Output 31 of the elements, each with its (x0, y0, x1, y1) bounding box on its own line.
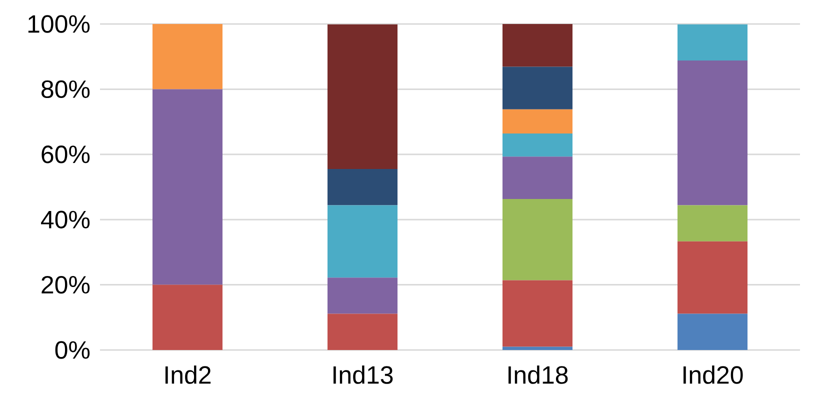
y-tick-label: 80% (42, 80, 90, 98)
x-tick-label: Ind20 (684, 366, 743, 384)
x-tick-label: Ind13 (334, 366, 393, 384)
y-tick-label: 20% (42, 276, 90, 294)
bar (678, 314, 748, 350)
bar (678, 241, 748, 314)
bar (328, 278, 398, 314)
y-tick-label: 0% (55, 341, 90, 359)
bar (152, 89, 223, 285)
bar (502, 134, 572, 157)
bar (502, 199, 572, 280)
bar (328, 314, 398, 350)
bar (328, 24, 398, 170)
x-tick-label: Ind2 (165, 366, 211, 384)
bar (328, 205, 398, 278)
x-tick-label: Ind18 (508, 366, 568, 384)
bar (678, 60, 748, 206)
y-tick-label: 60% (42, 146, 90, 164)
bar (502, 346, 572, 350)
bar (678, 205, 748, 242)
bar (328, 169, 398, 206)
bar (502, 109, 572, 134)
bar (152, 24, 223, 90)
bar (502, 66, 572, 110)
bar (502, 280, 572, 347)
bar (152, 284, 223, 350)
y-tick-label: 100% (28, 15, 90, 33)
bar (502, 156, 572, 200)
bar (502, 24, 572, 67)
y-tick-label: 40% (41, 210, 90, 228)
bar (678, 24, 748, 60)
